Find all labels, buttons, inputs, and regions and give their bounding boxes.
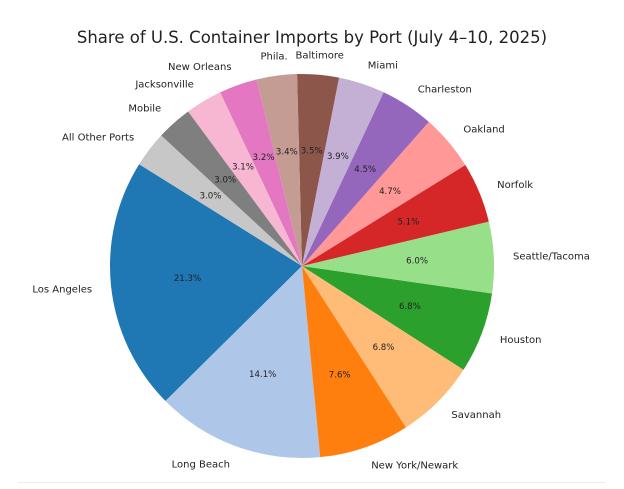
pct-label-mobile: 3.0% <box>214 176 236 186</box>
pie-slice-savannah <box>302 266 464 428</box>
pct-label-los-angeles: 21.3% <box>174 274 201 284</box>
pct-label-new-york-newark: 7.6% <box>329 370 351 380</box>
slice-label-savannah: Savannah <box>451 410 501 421</box>
pct-label-new-orleans: 3.2% <box>253 153 275 163</box>
slice-label-seattle-tacoma: Seattle/Tacoma <box>513 252 590 263</box>
pct-label-savannah: 6.8% <box>373 343 395 353</box>
slice-label-all-other-ports: All Other Ports <box>62 133 134 144</box>
slice-label-oakland: Oakland <box>463 125 504 136</box>
slice-label-long-beach: Long Beach <box>172 460 230 471</box>
pie-slice-norfolk <box>302 165 489 266</box>
slice-label-norfolk: Norfolk <box>497 180 533 191</box>
slice-label-phila: Phila. <box>260 52 287 63</box>
pct-label-jacksonville: 3.1% <box>232 163 254 173</box>
slice-label-houston: Houston <box>500 335 542 346</box>
slice-label-new-orleans: New Orleans <box>168 62 232 73</box>
pct-label-miami: 3.9% <box>327 152 349 162</box>
pie-slice-new-york-newark <box>302 266 407 458</box>
slice-label-new-york-newark: New York/Newark <box>371 461 458 472</box>
slice-label-baltimore: Baltimore <box>296 51 344 62</box>
pct-label-norfolk: 5.1% <box>397 217 419 227</box>
slice-label-jacksonville: Jacksonville <box>134 80 193 91</box>
slice-label-mobile: Mobile <box>128 104 161 115</box>
chart-title: Share of U.S. Container Imports by Port … <box>76 28 548 47</box>
pie-slice-all-other-ports <box>139 135 302 266</box>
pie-slice-oakland <box>302 121 466 266</box>
pct-label-seattle-tacoma: 6.0% <box>406 256 428 266</box>
pct-label-baltimore: 3.5% <box>301 147 323 157</box>
pct-label-long-beach: 14.1% <box>249 370 276 380</box>
pie-slice-miami <box>302 77 384 266</box>
pie-slice-jacksonville <box>188 92 302 266</box>
pct-label-houston: 6.8% <box>399 302 421 312</box>
divider <box>18 482 606 483</box>
pie-slice-baltimore <box>297 73 340 266</box>
pie-slice-mobile <box>161 111 302 267</box>
pct-label-oakland: 4.7% <box>379 187 401 197</box>
pct-label-all-other-ports: 3.0% <box>200 192 222 202</box>
pie-slice-seattle-tacoma <box>302 221 495 294</box>
slice-label-charleston: Charleston <box>418 84 472 95</box>
slice-label-miami: Miami <box>368 60 398 71</box>
pct-label-charleston: 4.5% <box>354 165 376 175</box>
pie-slice-houston <box>302 266 493 370</box>
pie-slice-charleston <box>302 92 429 266</box>
pie-slice-phila <box>256 74 302 266</box>
slice-label-los-angeles: Los Angeles <box>32 284 92 295</box>
pie-slice-long-beach <box>165 266 321 459</box>
pie-slice-new-orleans <box>220 79 302 266</box>
pie-slice-los-angeles <box>110 164 302 401</box>
pct-label-phila: 3.4% <box>276 147 298 157</box>
